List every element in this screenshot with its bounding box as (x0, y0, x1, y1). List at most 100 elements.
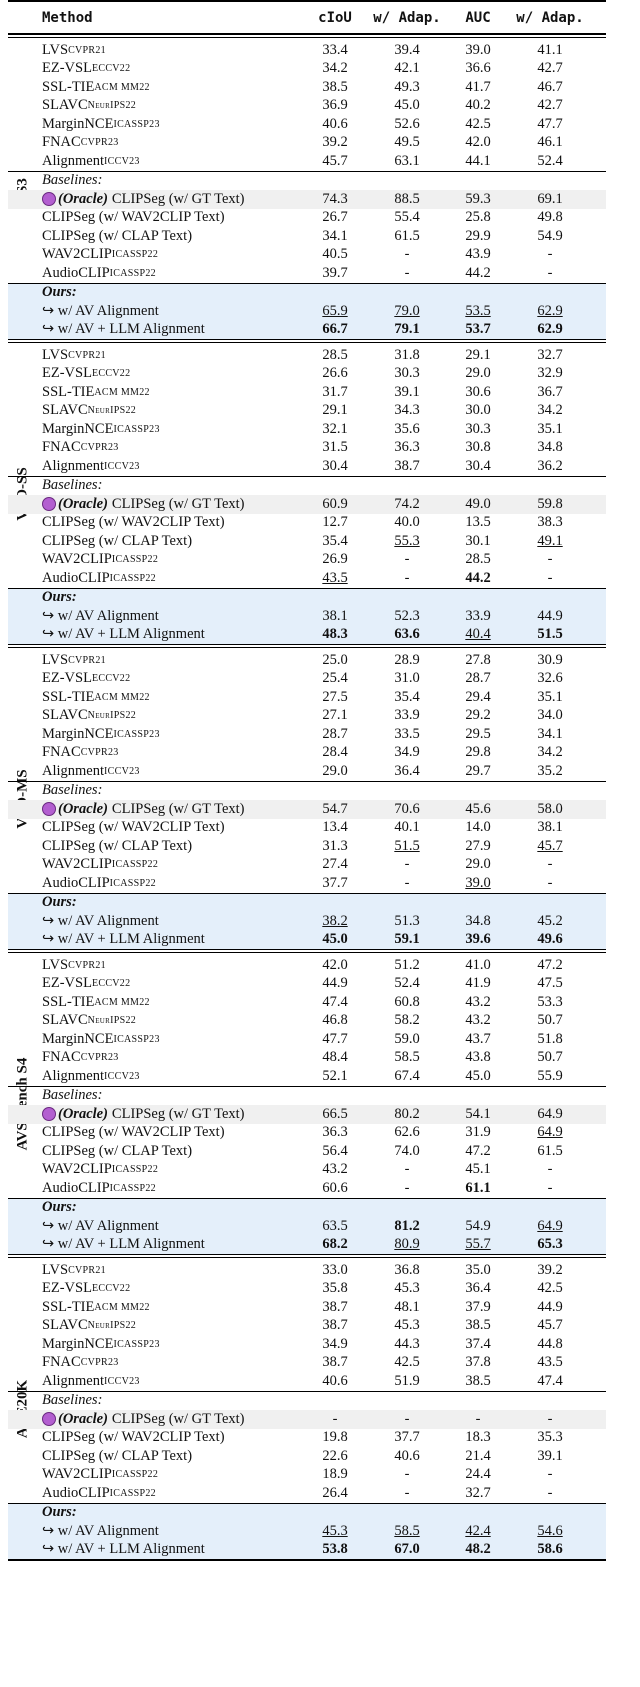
value-cell: 53.3 (537, 993, 563, 1010)
value-cell: 47.4 (537, 1372, 563, 1389)
table-row: SLAVC NeurIPS22 36.9 45.0 40.2 42.7 (8, 97, 606, 116)
method-name: FNAC (42, 1049, 81, 1066)
venue: CVPR23 (80, 137, 119, 149)
table-row: EZ-VSL ECCV22 35.8 45.3 36.4 42.5 (8, 1280, 606, 1299)
value-cell: 61.5 (394, 227, 420, 244)
value-cell: 18.9 (322, 1466, 348, 1483)
value-cell: 34.8 (465, 912, 491, 929)
method-cell: SSL-TIE ACM MM22 (42, 383, 150, 402)
method-name: EZ-VSL (42, 60, 92, 77)
method-cell: MarginNCE ICASSP23 (42, 1335, 160, 1354)
group-label: Baselines: (42, 477, 103, 494)
table-row: AudioCLIP ICASSP22 26.4 - 32.7 - (8, 1484, 606, 1503)
group-label-row: Ours: (8, 1199, 606, 1218)
method-cell: (Oracle) CLIPSeg (w/ GT Text) (42, 800, 245, 819)
method-name: LVS (42, 41, 69, 58)
value-cell: 30.3 (465, 420, 491, 437)
value-cell: 55.4 (394, 209, 420, 226)
value-cell: - (404, 264, 410, 281)
value-cell: 62.9 (537, 302, 563, 319)
table-row: ↪ w/ AV + LLM Alignment 66.7 79.1 53.7 62.9 (8, 321, 606, 340)
ours-group: Ours: ↪ w/ AV Alignment 63.5 81.2 54.9 64.9 ↪ … (8, 1197, 606, 1254)
value-cell: 52.4 (537, 152, 563, 169)
value-cell: 38.1 (537, 819, 563, 836)
value-cell: 60.6 (322, 1179, 348, 1196)
value-cell: 13.5 (465, 514, 491, 531)
method-cell: SLAVC NeurIPS22 (42, 402, 136, 421)
value-cell: 41.7 (465, 78, 491, 95)
value-cell: 48.1 (394, 1298, 420, 1315)
value-cell: 65.3 (537, 1236, 563, 1253)
value-cell: 34.1 (322, 227, 348, 244)
results-table: Method cIoU w/ Adap. AUC w/ Adap. IS3 LVS CVPR2… (8, 0, 606, 1561)
value-cell: 29.8 (465, 744, 491, 761)
value-cell: 63.1 (394, 152, 420, 169)
value-cell: 27.1 (322, 707, 348, 724)
table-row: LVS CVPR21 42.0 51.2 41.0 47.2 (8, 956, 606, 975)
venue: ACM MM22 (94, 691, 150, 703)
dataset-section: AVS-Bench S4 LVS CVPR21 42.0 51.2 41.0 47.2 EZ-… (8, 949, 606, 1254)
method-name: CLIPSeg (w/ CLAP Text) (42, 1447, 193, 1464)
value-cell: 34.2 (537, 744, 563, 761)
baselines-group: Baselines: (Oracle) CLIPSeg (w/ GT Text) - -… (8, 1390, 606, 1503)
method-cell: AudioCLIP ICASSP22 (42, 264, 156, 283)
value-cell: 36.3 (322, 1124, 348, 1141)
table-row: FNAC CVPR23 38.7 42.5 37.8 43.5 (8, 1354, 606, 1373)
value-cell: 62.6 (394, 1124, 420, 1141)
table-row: AudioCLIP ICASSP22 37.7 - 39.0 - (8, 874, 606, 893)
section-body: LVS CVPR21 28.5 31.8 29.1 32.7 EZ-VSL ECCV22 26.… (8, 343, 606, 644)
value-cell: 22.6 (322, 1447, 348, 1464)
value-cell: - (547, 1484, 553, 1501)
value-cell: 30.1 (465, 532, 491, 549)
table-row: (Oracle) CLIPSeg (w/ GT Text) 66.5 80.2 54.1… (8, 1105, 606, 1124)
value-cell: 30.0 (465, 402, 491, 419)
value-cell: 26.6 (322, 365, 348, 382)
method-cell: MarginNCE ICASSP23 (42, 115, 160, 134)
venue: CVPR21 (68, 44, 106, 56)
method-cell: Alignment ICCV23 (42, 1372, 140, 1391)
table-row: Alignment ICCV23 29.0 36.4 29.7 35.2 (8, 762, 606, 781)
value-cell: 60.9 (322, 495, 348, 512)
venue: ICCV23 (104, 1070, 140, 1082)
venue: ICASSP22 (109, 267, 156, 279)
value-cell: 45.7 (322, 152, 348, 169)
group-label: Baselines: (42, 172, 103, 189)
venue: NeurIPS22 (87, 1015, 137, 1027)
method-name: SLAVC (42, 402, 88, 419)
method-name: CLIPSeg (w/ WAV2CLIP Text) (42, 1429, 225, 1446)
group-label-row: Ours: (8, 284, 606, 303)
value-cell: 51.9 (394, 1372, 420, 1389)
method-name: ↪ w/ AV Alignment (42, 302, 159, 319)
value-cell: 42.1 (394, 60, 420, 77)
table-row: EZ-VSL ECCV22 44.9 52.4 41.9 47.5 (8, 975, 606, 994)
value-cell: - (404, 246, 410, 263)
table-row: LVS CVPR21 33.0 36.8 35.0 39.2 (8, 1261, 606, 1280)
table-row: SLAVC NeurIPS22 46.8 58.2 43.2 50.7 (8, 1012, 606, 1031)
value-cell: 26.4 (322, 1484, 348, 1501)
method-cell: FNAC CVPR23 (42, 439, 119, 458)
value-cell: 66.5 (322, 1105, 348, 1122)
value-cell: 59.8 (537, 495, 563, 512)
value-cell: 30.9 (537, 651, 563, 668)
table-row: SLAVC NeurIPS22 38.7 45.3 38.5 45.7 (8, 1317, 606, 1336)
method-cell: SSL-TIE ACM MM22 (42, 688, 150, 707)
venue: ACM MM22 (94, 1301, 150, 1313)
group-label: Ours: (42, 1199, 77, 1216)
value-cell: 43.5 (537, 1354, 563, 1371)
value-cell: 27.4 (322, 856, 348, 873)
venue: ICASSP23 (113, 1033, 160, 1045)
value-cell: 28.4 (322, 744, 348, 761)
value-cell: 53.8 (322, 1541, 348, 1558)
baselines-group: Baselines: (Oracle) CLIPSeg (w/ GT Text) 60… (8, 475, 606, 588)
group-label-row: Baselines: (8, 1087, 606, 1106)
venue: ICASSP22 (109, 572, 156, 584)
method-name: CLIPSeg (w/ GT Text) (111, 495, 245, 512)
method-name: CLIPSeg (w/ CLAP Text) (42, 1142, 193, 1159)
value-cell: 40.4 (465, 626, 491, 643)
value-cell: 29.4 (465, 688, 491, 705)
value-cell: 25.0 (322, 651, 348, 668)
value-cell: - (404, 1484, 410, 1501)
value-cell: 41.1 (537, 41, 563, 58)
method-cell: LVS CVPR21 (42, 956, 106, 975)
value-cell: 32.1 (322, 420, 348, 437)
